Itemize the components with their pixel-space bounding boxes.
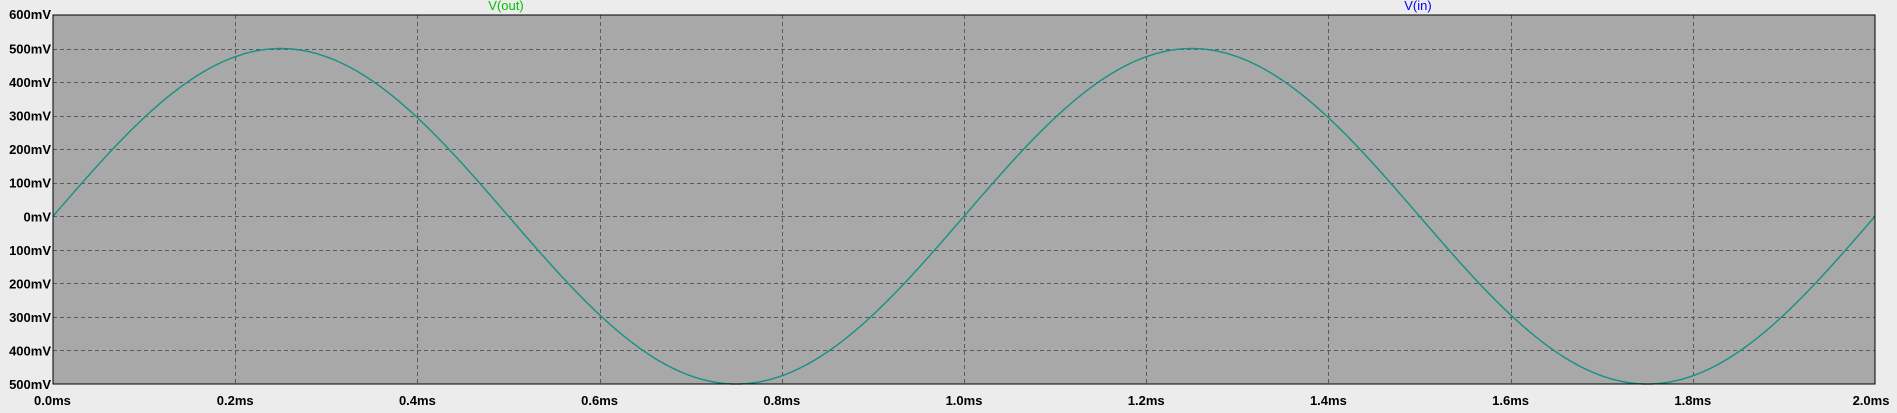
plot-frame (52, 14, 1876, 385)
y-tick-label: 400mV (9, 75, 51, 90)
y-tick-label: 100mV (9, 176, 51, 191)
x-tick-label: 2.0ms (1853, 393, 1890, 408)
trace-line-vin[interactable] (52, 47, 1876, 385)
trace-layer (52, 47, 1876, 385)
x-tick-label: 0.2ms (217, 393, 254, 408)
x-tick-label: 0.6ms (581, 393, 618, 408)
y-tick-label: 600mV (9, 7, 51, 22)
y-tick-label: 400mV (9, 343, 51, 358)
x-tick-label: 1.2ms (1128, 393, 1165, 408)
x-tick-label: 0.8ms (763, 393, 800, 408)
x-tick-label: 1.6ms (1492, 393, 1529, 408)
y-tick-label: 500mV (9, 42, 51, 57)
x-tick-label: 0.0ms (34, 393, 71, 408)
y-tick-label: 200mV (9, 276, 51, 291)
x-tick-label: 0.4ms (399, 393, 436, 408)
y-tick-label: 500mV (9, 377, 51, 392)
y-tick-label: 300mV (9, 310, 51, 325)
y-tick-label: 300mV (9, 109, 51, 124)
trace-name-vin[interactable]: V(in) (1404, 0, 1431, 13)
x-tick-label: 1.8ms (1674, 393, 1711, 408)
y-tick-label: 0mV (24, 209, 52, 224)
x-tick-label: 1.0ms (946, 393, 983, 408)
trace-labels[interactable]: V(out) V(in) (488, 0, 1431, 13)
trace-name-vout[interactable]: V(out) (488, 0, 523, 13)
x-tick-label: 1.4ms (1310, 393, 1347, 408)
axis-tick-labels: 0.0ms 0.2ms 0.4ms 0.6ms 0.8ms 1.0ms 1.2ms 1.4ms… (9, 7, 1889, 408)
y-tick-label: 200mV (9, 142, 51, 157)
y-tick-label: 100mV (9, 243, 51, 258)
